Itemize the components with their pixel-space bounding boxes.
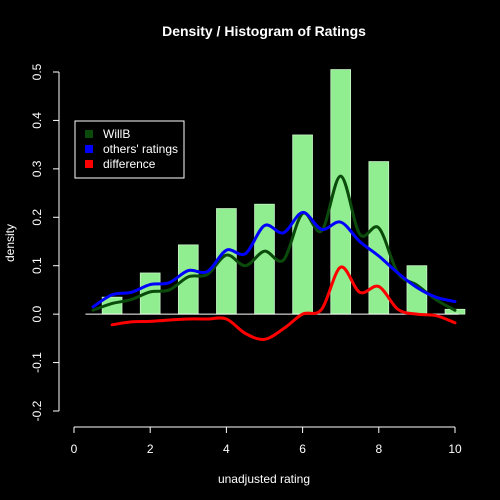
series-line-2 bbox=[110, 265, 457, 341]
y-tick-label: 0.4 bbox=[30, 112, 44, 129]
y-tick-label: -0.2 bbox=[30, 400, 44, 421]
legend-label-0: WillB bbox=[103, 127, 130, 141]
legend-label-2: difference bbox=[103, 157, 156, 171]
histogram-bars bbox=[101, 69, 466, 315]
chart-title: Density / Histogram of Ratings bbox=[162, 23, 366, 39]
series-line-1 bbox=[91, 210, 457, 309]
y-tick-label: 0.1 bbox=[30, 257, 44, 274]
x-tick-label: 10 bbox=[448, 442, 462, 456]
x-tick-label: 0 bbox=[71, 442, 78, 456]
legend-box bbox=[74, 120, 185, 179]
legend-label-1: others' ratings bbox=[103, 142, 178, 156]
legend-swatch-2 bbox=[85, 160, 93, 168]
histogram-bar-5 bbox=[254, 203, 275, 315]
axes: 0 2 4 6 8 10 -0.2 -0.1 0.0 0.1 0.2 0.3 0.4 0.5 bbox=[30, 63, 462, 456]
y-tick-label: 0.5 bbox=[30, 63, 44, 80]
legend-swatch-0 bbox=[85, 130, 93, 138]
x-axis-label: unadjusted rating bbox=[218, 472, 310, 486]
x-tick-label: 6 bbox=[299, 442, 306, 456]
y-tick-label: 0.3 bbox=[30, 160, 44, 177]
x-tick-label: 2 bbox=[147, 442, 154, 456]
series-line-0 bbox=[91, 174, 457, 312]
y-axis-label: density bbox=[3, 224, 17, 262]
x-tick-label: 8 bbox=[375, 442, 382, 456]
y-tick-label: 0.0 bbox=[30, 305, 44, 322]
x-tick-label: 4 bbox=[223, 442, 230, 456]
y-tick-label: -0.1 bbox=[30, 352, 44, 373]
legend-swatch-1 bbox=[85, 145, 93, 153]
density-curves bbox=[91, 174, 457, 341]
y-tick-label: 0.2 bbox=[30, 209, 44, 226]
